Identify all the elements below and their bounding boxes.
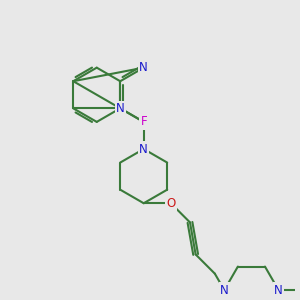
Text: O: O [166,197,176,210]
Text: N: N [274,284,283,297]
Text: N: N [139,142,148,155]
Text: N: N [220,284,229,297]
Text: F: F [140,116,147,128]
Text: N: N [116,102,124,115]
Text: N: N [139,61,148,74]
